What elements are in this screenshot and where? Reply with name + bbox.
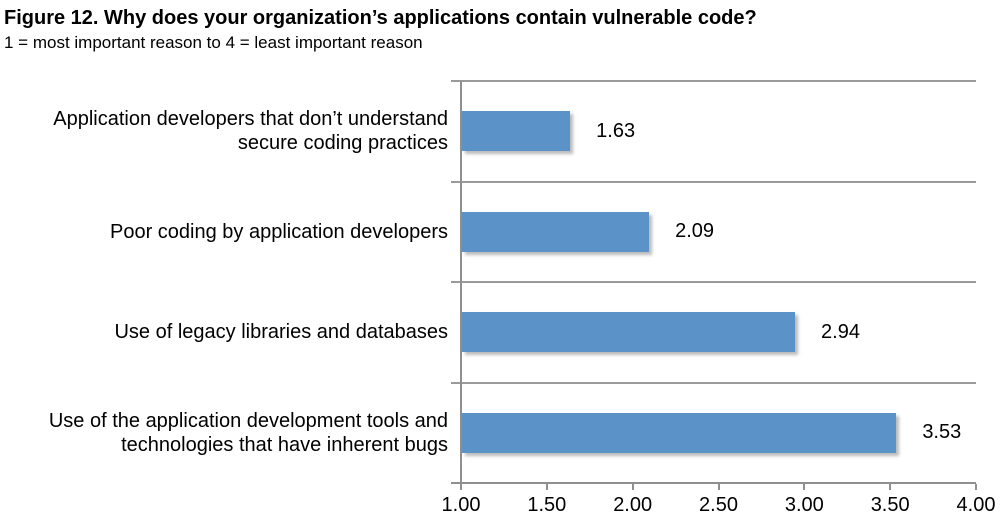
x-axis-tick [803, 484, 806, 490]
chart-header: Figure 12. Why does your organization’s … [4, 6, 996, 53]
bar [462, 111, 571, 152]
x-axis-tick-label: 4.00 [956, 494, 996, 516]
bar-value-label: 3.53 [922, 421, 962, 444]
bar [462, 211, 650, 252]
category-label: Application developers that don’t unders… [53, 108, 448, 155]
x-axis-tick [631, 484, 634, 490]
x-axis-tick-label: 1.00 [441, 494, 481, 516]
category-separator-line [461, 180, 976, 183]
category-label: Poor coding by application developers [110, 220, 448, 243]
x-axis-tick [460, 484, 462, 490]
bar-value-label: 2.94 [821, 320, 860, 343]
x-axis-tick-label: 3.50 [870, 494, 910, 516]
chart-title: Figure 12. Why does your organization’s … [4, 7, 757, 29]
bar-value-label: 1.63 [596, 119, 636, 142]
category-tick [451, 80, 461, 82]
x-axis-tick [545, 484, 548, 490]
x-axis-tick [717, 484, 720, 490]
category-label: Use of legacy libraries and databases [114, 321, 448, 344]
x-axis-tick [975, 484, 977, 490]
y-axis-line [460, 81, 462, 490]
x-axis-tick [889, 484, 892, 490]
bar [462, 312, 796, 353]
category-label: Use of the application development tools… [48, 409, 448, 456]
x-axis-tick-label: 2.50 [699, 494, 738, 516]
x-axis-tick-label: 1.50 [527, 494, 567, 516]
x-axis-tick-label: 2.00 [613, 494, 653, 516]
x-axis-tick-label: 3.00 [784, 494, 824, 516]
bar [462, 412, 897, 453]
bar-value-label: 2.09 [675, 220, 715, 243]
category-tick [451, 180, 461, 183]
category-separator-line [461, 281, 976, 283]
x-axis-line [451, 482, 976, 484]
category-separator-line [461, 381, 976, 384]
category-separator-line [461, 80, 976, 82]
category-tick [451, 381, 461, 384]
category-tick [451, 281, 461, 283]
chart-subtitle: 1 = most important reason to 4 = least i… [4, 33, 423, 52]
